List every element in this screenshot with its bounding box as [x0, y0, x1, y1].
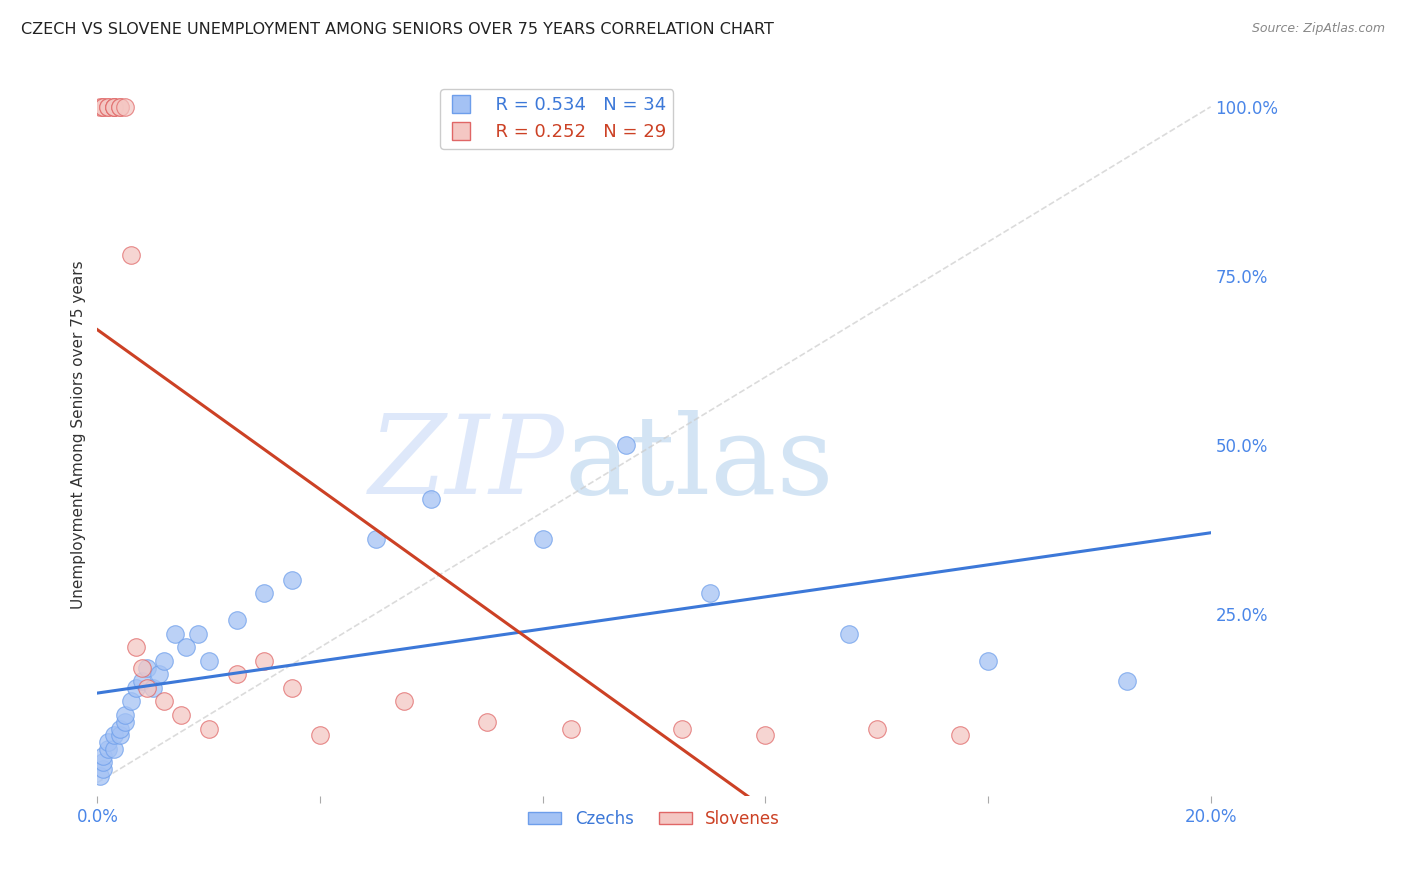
Point [309, 728, 332, 742]
Point [253, 586, 276, 600]
Point [91, 100, 114, 114]
Point [148, 667, 170, 681]
Point [108, 722, 131, 736]
Point [364, 533, 387, 547]
Point [97, 100, 120, 114]
Text: ZIP: ZIP [368, 409, 565, 517]
Point [97, 100, 120, 114]
Text: CZECH VS SLOVENE UNEMPLOYMENT AMONG SENIORS OVER 75 YEARS CORRELATION CHART: CZECH VS SLOVENE UNEMPLOYMENT AMONG SENI… [21, 22, 773, 37]
Point [614, 438, 637, 452]
Point [120, 694, 142, 708]
Point [1116, 674, 1139, 689]
Point [142, 681, 165, 695]
Point [131, 674, 153, 689]
Point [91, 100, 114, 114]
Point [197, 654, 219, 668]
Point [977, 654, 1000, 668]
Point [281, 681, 304, 695]
Point [531, 533, 554, 547]
Point [108, 100, 131, 114]
Point [108, 100, 131, 114]
Y-axis label: Unemployment Among Seniors over 75 years: Unemployment Among Seniors over 75 years [72, 260, 86, 609]
Point [103, 100, 125, 114]
Legend: Czechs, Slovenes: Czechs, Slovenes [522, 804, 787, 835]
Point [97, 735, 120, 749]
Point [671, 722, 693, 736]
Point [754, 728, 776, 742]
Point [838, 627, 860, 641]
Point [125, 681, 148, 695]
Text: Source: ZipAtlas.com: Source: ZipAtlas.com [1251, 22, 1385, 36]
Point [103, 100, 125, 114]
Point [108, 728, 131, 742]
Point [699, 586, 721, 600]
Point [197, 722, 219, 736]
Point [170, 708, 193, 723]
Point [103, 100, 125, 114]
Point [136, 661, 159, 675]
Point [136, 681, 159, 695]
Point [253, 654, 276, 668]
Point [131, 661, 153, 675]
Point [89, 100, 111, 114]
Point [153, 694, 176, 708]
Point [866, 722, 889, 736]
Point [153, 654, 176, 668]
Point [475, 714, 498, 729]
Point [125, 640, 148, 655]
Point [560, 722, 582, 736]
Point [103, 728, 125, 742]
Point [392, 694, 415, 708]
Point [165, 627, 187, 641]
Point [225, 613, 247, 627]
Point [949, 728, 972, 742]
Point [89, 769, 111, 783]
Point [281, 573, 304, 587]
Point [120, 248, 142, 262]
Text: atlas: atlas [565, 410, 835, 517]
Point [114, 708, 136, 723]
Point [176, 640, 198, 655]
Point [91, 748, 114, 763]
Point [114, 714, 136, 729]
Point [91, 756, 114, 770]
Point [97, 741, 120, 756]
Point [91, 762, 114, 776]
Point [225, 667, 247, 681]
Point [420, 491, 443, 506]
Point [114, 100, 136, 114]
Point [103, 741, 125, 756]
Point [187, 627, 209, 641]
